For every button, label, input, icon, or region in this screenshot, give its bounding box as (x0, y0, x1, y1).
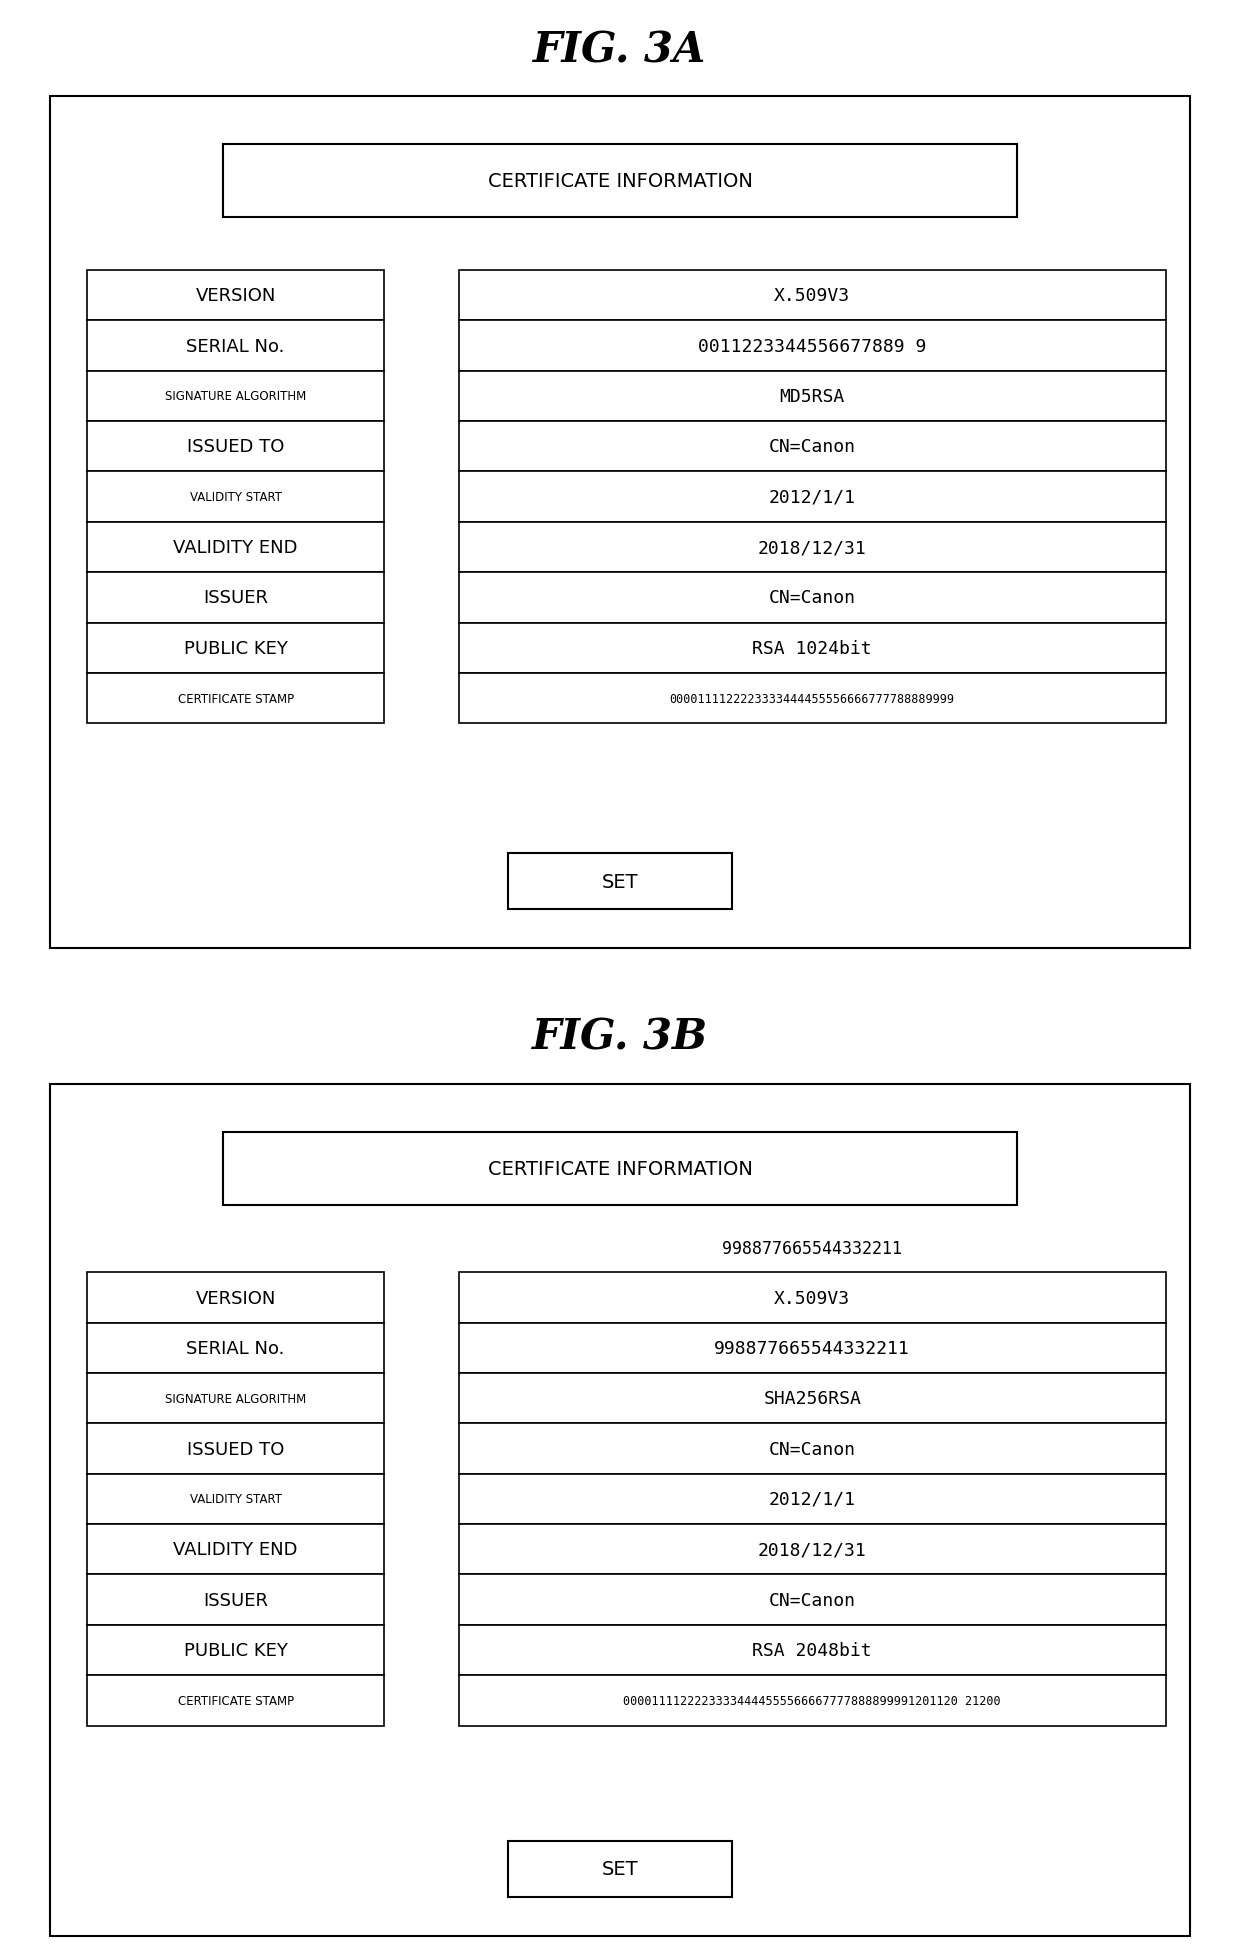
Bar (459, 1574, 1166, 1625)
Bar (459, 1675, 1166, 1726)
Text: SIGNATURE ALGORITHM: SIGNATURE ALGORITHM (165, 391, 306, 403)
Text: VALIDITY START: VALIDITY START (190, 1494, 281, 1505)
Bar (459, 272, 1166, 321)
Text: RSA 1024bit: RSA 1024bit (753, 639, 872, 657)
Bar (87, 371, 384, 422)
Text: 2012/1/1: 2012/1/1 (769, 1490, 856, 1507)
Text: 2018/12/31: 2018/12/31 (758, 1541, 867, 1558)
Text: VERSION: VERSION (196, 1288, 275, 1306)
Bar (87, 473, 384, 522)
Bar (87, 1574, 384, 1625)
Text: SHA256RSA: SHA256RSA (764, 1390, 861, 1408)
Text: 2018/12/31: 2018/12/31 (758, 540, 867, 557)
Bar (87, 1273, 384, 1324)
Text: VALIDITY END: VALIDITY END (174, 540, 298, 557)
Bar (87, 272, 384, 321)
Text: PUBLIC KEY: PUBLIC KEY (184, 1640, 288, 1660)
Text: CN=Canon: CN=Canon (769, 1591, 856, 1609)
Bar (459, 573, 1166, 624)
Bar (87, 1374, 384, 1423)
Bar (459, 1324, 1166, 1374)
Text: VALIDITY END: VALIDITY END (174, 1541, 298, 1558)
Text: CERTIFICATE STAMP: CERTIFICATE STAMP (177, 692, 294, 706)
Bar (87, 1474, 384, 1525)
Text: CN=Canon: CN=Canon (769, 1441, 856, 1458)
Bar (459, 1525, 1166, 1574)
Text: SET: SET (601, 1859, 639, 1879)
Text: ISSUED TO: ISSUED TO (187, 1441, 284, 1458)
Bar (87, 1675, 384, 1726)
Text: ISSUER: ISSUER (203, 588, 268, 608)
Bar (459, 422, 1166, 473)
Text: SERIAL No.: SERIAL No. (186, 1339, 285, 1357)
Text: SERIAL No.: SERIAL No. (186, 338, 285, 356)
Bar (87, 422, 384, 473)
Text: RSA 2048bit: RSA 2048bit (753, 1640, 872, 1660)
Text: 00001111222233334444555566667777888899991201120 21200: 0000111122223333444455556666777788889999… (624, 1693, 1001, 1707)
Text: VERSION: VERSION (196, 287, 275, 305)
Text: X.509V3: X.509V3 (774, 1288, 851, 1306)
Bar (459, 1474, 1166, 1525)
Bar (459, 371, 1166, 422)
Bar (459, 624, 1166, 674)
Text: CERTIFICATE INFORMATION: CERTIFICATE INFORMATION (487, 172, 753, 192)
Bar (459, 522, 1166, 573)
Bar (459, 1273, 1166, 1324)
Text: CERTIFICATE STAMP: CERTIFICATE STAMP (177, 1693, 294, 1707)
Text: CN=Canon: CN=Canon (769, 588, 856, 608)
Text: 2012/1/1: 2012/1/1 (769, 489, 856, 506)
Bar (87, 1423, 384, 1474)
Text: 998877665544332211: 998877665544332211 (722, 1239, 903, 1257)
Text: 998877665544332211: 998877665544332211 (714, 1339, 910, 1357)
Text: MD5RSA: MD5RSA (780, 387, 844, 407)
Text: 0011223344556677889 9: 0011223344556677889 9 (698, 338, 926, 356)
Text: SET: SET (601, 872, 639, 891)
Text: PUBLIC KEY: PUBLIC KEY (184, 639, 288, 657)
Bar (50, 1083, 1190, 1935)
Bar (459, 321, 1166, 371)
Bar (87, 321, 384, 371)
Bar (87, 1324, 384, 1374)
Text: SIGNATURE ALGORITHM: SIGNATURE ALGORITHM (165, 1392, 306, 1406)
Text: FIG. 3B: FIG. 3B (532, 1017, 708, 1058)
Bar (87, 573, 384, 624)
Bar (223, 1132, 1017, 1204)
Bar (87, 522, 384, 573)
Bar (508, 1842, 732, 1896)
Bar (87, 1525, 384, 1574)
Bar (87, 624, 384, 674)
Text: ISSUER: ISSUER (203, 1591, 268, 1609)
Text: VALIDITY START: VALIDITY START (190, 491, 281, 504)
Bar (459, 1374, 1166, 1423)
Text: CERTIFICATE INFORMATION: CERTIFICATE INFORMATION (487, 1159, 753, 1179)
Bar (459, 1625, 1166, 1675)
Text: X.509V3: X.509V3 (774, 287, 851, 305)
Text: 0000111122223333444455556666777788889999: 0000111122223333444455556666777788889999 (670, 692, 955, 706)
Bar (50, 96, 1190, 948)
Bar (87, 674, 384, 723)
Bar (223, 145, 1017, 217)
Text: FIG. 3A: FIG. 3A (533, 29, 707, 70)
Bar (459, 674, 1166, 723)
Text: ISSUED TO: ISSUED TO (187, 438, 284, 456)
Bar (87, 1625, 384, 1675)
Text: CN=Canon: CN=Canon (769, 438, 856, 456)
Bar (459, 473, 1166, 522)
Bar (508, 854, 732, 909)
Bar (459, 1423, 1166, 1474)
